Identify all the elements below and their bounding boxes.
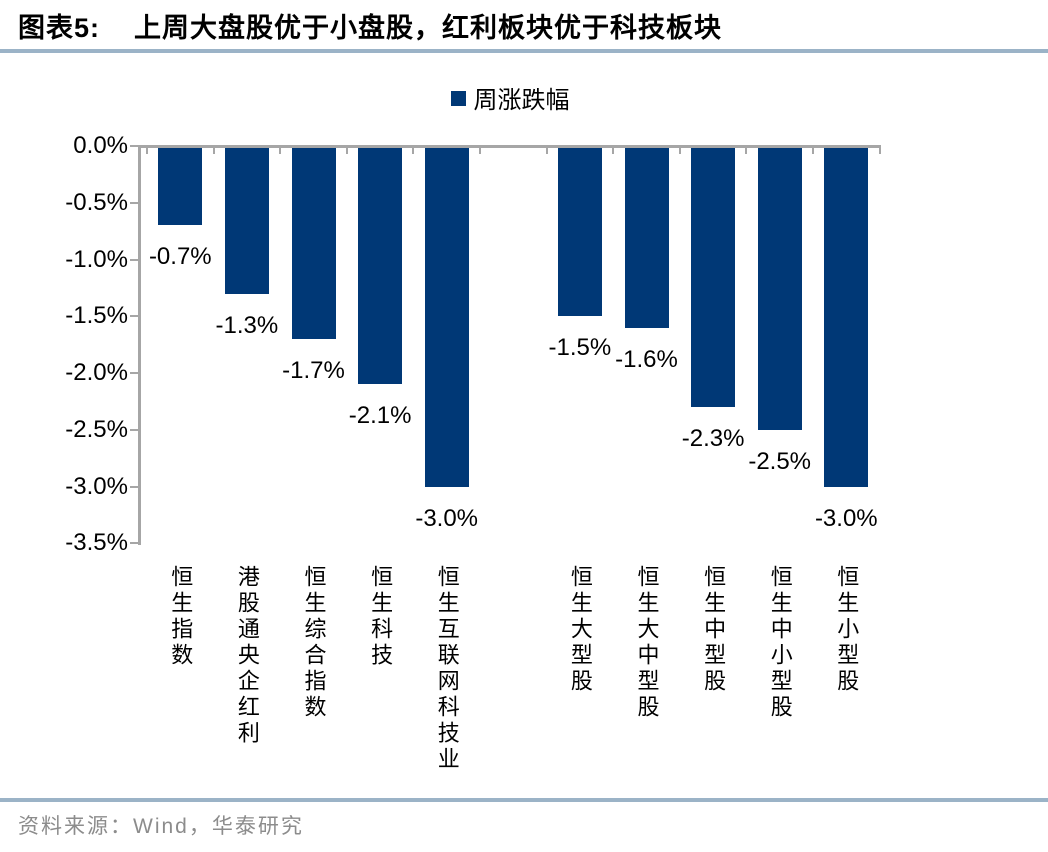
bar-恒生大中型股 (624, 148, 669, 328)
y-axis-tick-label: -3.0% (65, 472, 128, 500)
x-axis-category-label: 恒生中小型股 (767, 565, 793, 721)
bar-value-label: -2.1% (348, 402, 412, 430)
bar-恒生指数 (158, 148, 203, 226)
y-axis-tick-mark (130, 258, 138, 261)
x-axis-tick-mark (678, 148, 681, 154)
x-axis-tick-mark (479, 148, 481, 154)
legend-swatch-icon (450, 91, 466, 106)
bar-value-label: -1.7% (282, 356, 345, 384)
bar-value-label: -2.5% (748, 447, 812, 475)
y-axis-tick-label: -0.5% (65, 188, 128, 216)
bar-恒生中型股 (691, 148, 736, 408)
x-axis-tick-mark (812, 148, 814, 154)
chart-title: 图表5: 上周大盘股优于小盘股，红利板块优于科技板块 (18, 6, 722, 45)
y-axis-tick-label: -1.0% (65, 245, 128, 273)
x-axis-tick-mark (745, 148, 748, 154)
bar-value-label: -1.6% (615, 345, 678, 373)
x-axis-category-label: 恒生科技 (368, 565, 394, 669)
x-axis-tick-mark (545, 148, 548, 154)
y-axis-tick-mark (130, 485, 138, 488)
y-axis-tick-mark (130, 145, 138, 147)
x-axis-category-label: 恒生互联网科技业 (434, 565, 460, 773)
x-axis-tick-mark (612, 148, 615, 154)
title-divider (0, 49, 1048, 53)
y-axis-line (138, 146, 141, 546)
legend: 周涨跌幅 (140, 80, 880, 115)
figure-number: 图表5: (18, 13, 101, 43)
y-axis-tick-label: -1.5% (65, 302, 128, 330)
y-axis-tick-label: -2.0% (65, 359, 128, 386)
x-axis-category-label: 恒生大中型股 (634, 565, 660, 721)
x-axis-tick-mark (279, 148, 282, 154)
bar-value-label: -1.5% (548, 334, 612, 362)
footer-divider (0, 798, 1048, 802)
x-axis-line (138, 145, 881, 148)
bar-恒生中小型股 (757, 148, 802, 430)
chart-title-text: 上周大盘股优于小盘股，红利板块优于科技板块 (134, 13, 723, 43)
bar-恒生科技 (358, 148, 403, 385)
bar-value-label: -3.0% (415, 504, 479, 532)
bar-恒生大型股 (557, 148, 602, 317)
x-axis-category-label: 港股通央企红利 (234, 565, 260, 747)
bar-value-label: -2.3% (681, 425, 745, 453)
bar-value-label: -1.3% (215, 311, 279, 339)
x-axis-tick-mark (146, 148, 148, 154)
x-axis-category-label: 恒生小型股 (834, 565, 860, 695)
bar-恒生综合指数 (291, 148, 336, 339)
x-axis-tick-mark (412, 148, 415, 154)
source-note: 资料来源：Wind，华泰研究 (18, 815, 304, 838)
bar-恒生互联网科技业 (424, 148, 469, 487)
bar-value-label: -3.0% (814, 504, 878, 532)
y-axis-tick-mark (130, 372, 138, 374)
y-axis-tick-mark (130, 315, 138, 318)
x-axis-category-label: 恒生中型股 (701, 565, 727, 695)
x-axis-category-label: 恒生大型股 (567, 565, 593, 695)
y-axis-tick-label: 0.0% (73, 132, 128, 159)
bar-港股通央企红利 (224, 148, 269, 294)
x-axis-tick-mark (345, 148, 348, 154)
bar-恒生小型股 (824, 148, 869, 487)
legend-label: 周涨跌幅 (473, 87, 570, 114)
y-axis-tick-mark (130, 201, 138, 204)
bar-value-label: -0.7% (148, 243, 212, 271)
x-axis-tick-mark (878, 148, 881, 154)
y-axis-tick-label: -3.5% (65, 529, 128, 557)
y-axis-tick-mark (130, 542, 138, 545)
x-axis-category-label: 恒生指数 (168, 565, 194, 669)
x-axis-category-label: 恒生综合指数 (301, 565, 327, 721)
x-axis-tick-mark (212, 148, 215, 154)
y-axis-tick-mark (130, 428, 138, 431)
y-axis-tick-label: -2.5% (65, 415, 128, 443)
